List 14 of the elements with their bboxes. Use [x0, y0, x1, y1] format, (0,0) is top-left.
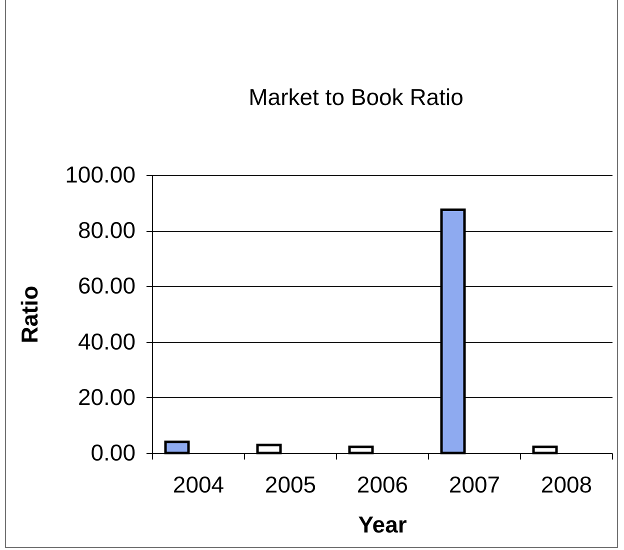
chart-title: Market to Book Ratio	[248, 84, 464, 110]
x-axis-title: Year	[358, 512, 407, 538]
x-tick-label: 2007	[448, 472, 500, 498]
y-tick-label: 20.00	[78, 384, 136, 410]
y-tick-label: 0.00	[90, 440, 136, 466]
x-tick-label: 2004	[172, 472, 224, 498]
y-tick-label: 100.00	[65, 162, 136, 188]
y-axis-title: Ratio	[16, 286, 42, 344]
x-tick-label: 2005	[264, 472, 316, 498]
y-tick-label: 80.00	[78, 217, 136, 244]
x-tick-label: 2006	[356, 472, 408, 498]
y-tick-label: 60.00	[78, 272, 136, 299]
y-tick-label: 40.00	[78, 328, 136, 354]
x-tick-label: 2008	[540, 472, 592, 498]
